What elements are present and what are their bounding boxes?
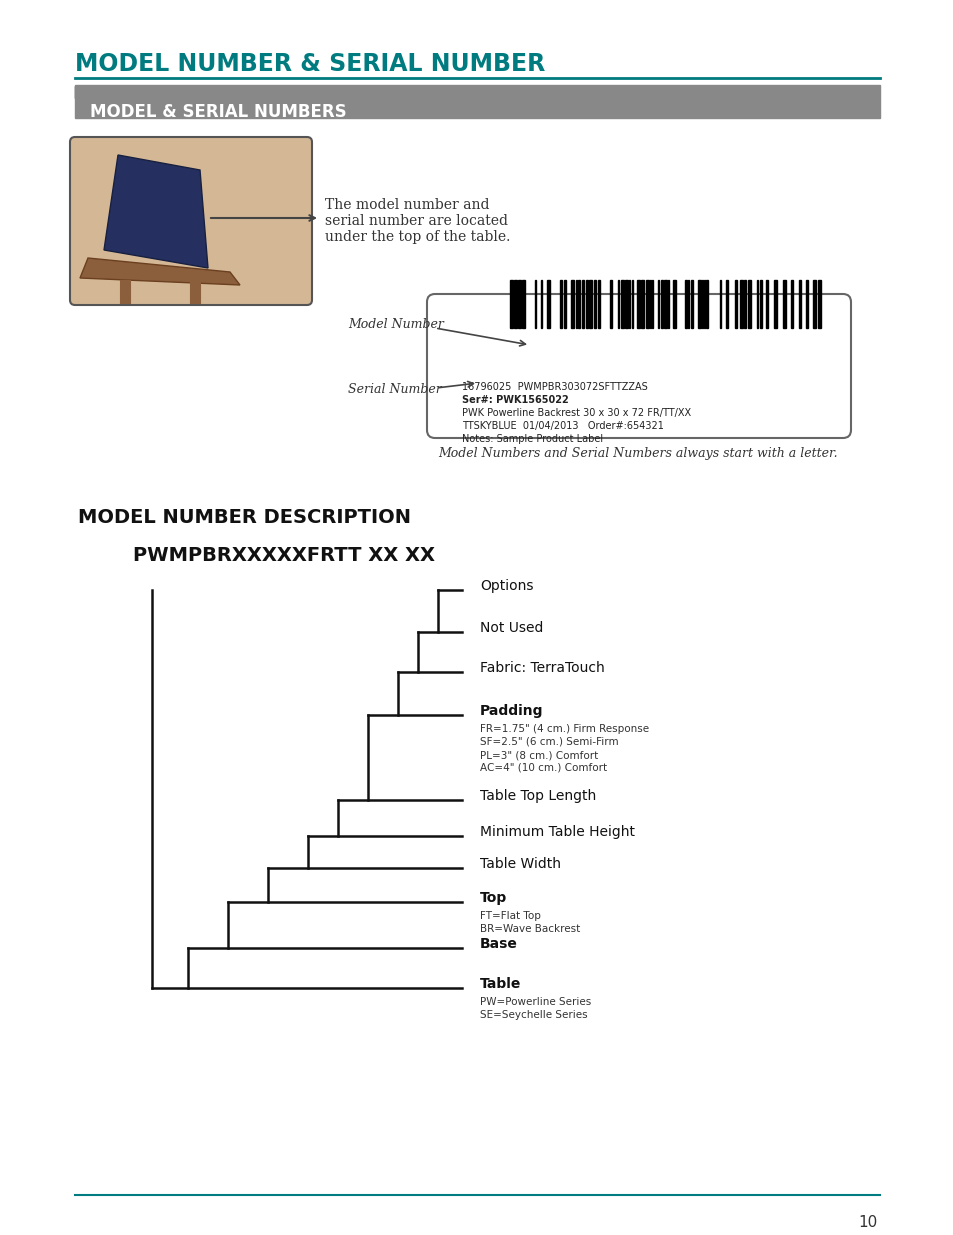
Text: BR=Wave Backrest: BR=Wave Backrest (479, 924, 579, 934)
Bar (701, 280, 702, 329)
Text: SE=Seychelle Series: SE=Seychelle Series (479, 1010, 587, 1020)
Bar (585, 280, 587, 329)
Bar (658, 280, 659, 329)
Bar (812, 280, 815, 329)
Bar (687, 280, 688, 329)
Text: Model Numbers and Serial Numbers always start with a letter.: Model Numbers and Serial Numbers always … (437, 447, 837, 459)
Text: Minimum Table Height: Minimum Table Height (479, 825, 635, 839)
Text: Options: Options (479, 579, 533, 593)
Bar (594, 280, 596, 329)
Bar (609, 280, 612, 329)
Bar (540, 280, 541, 329)
Bar (705, 280, 707, 329)
Text: Top: Top (479, 890, 507, 905)
Bar (698, 280, 700, 329)
Bar (740, 280, 742, 329)
Bar (645, 280, 648, 329)
Text: Notes: Sample Product Label: Notes: Sample Product Label (461, 433, 602, 445)
Bar (559, 280, 561, 329)
Bar (521, 280, 524, 329)
Text: Model Number: Model Number (348, 317, 443, 331)
Bar (581, 280, 583, 329)
Bar (782, 280, 785, 329)
Bar (651, 280, 652, 329)
Bar (624, 280, 627, 329)
Bar (760, 280, 761, 329)
Bar (725, 280, 727, 329)
Bar (514, 280, 517, 329)
Text: Table Top Length: Table Top Length (479, 789, 596, 803)
Text: PL=3" (8 cm.) Comfort: PL=3" (8 cm.) Comfort (479, 750, 598, 760)
Bar (703, 280, 704, 329)
Text: PWK Powerline Backrest 30 x 30 x 72 FR/TT/XX: PWK Powerline Backrest 30 x 30 x 72 FR/T… (461, 408, 690, 417)
Bar (765, 280, 767, 329)
Text: AC=4" (10 cm.) Comfort: AC=4" (10 cm.) Comfort (479, 763, 606, 773)
Bar (672, 280, 676, 329)
Bar (747, 280, 750, 329)
Text: Fabric: TerraTouch: Fabric: TerraTouch (479, 661, 604, 676)
Bar (790, 280, 792, 329)
Bar (663, 280, 666, 329)
Text: FT=Flat Top: FT=Flat Top (479, 911, 540, 921)
Bar (660, 280, 662, 329)
Bar (576, 280, 577, 329)
Bar (546, 280, 550, 329)
Bar (690, 280, 692, 329)
Bar (588, 280, 592, 329)
Text: Base: Base (479, 937, 517, 951)
Polygon shape (104, 156, 208, 268)
Text: MODEL NUMBER DESCRIPTION: MODEL NUMBER DESCRIPTION (78, 508, 411, 527)
Bar (628, 280, 629, 329)
Bar (620, 280, 623, 329)
Text: Serial Number: Serial Number (348, 383, 441, 396)
Bar (535, 280, 536, 329)
Text: SF=2.5" (6 cm.) Semi-Firm: SF=2.5" (6 cm.) Semi-Firm (479, 737, 618, 747)
Bar (799, 280, 801, 329)
Bar (773, 280, 776, 329)
Bar (649, 280, 650, 329)
Text: Table: Table (479, 977, 521, 990)
Bar (743, 280, 745, 329)
Bar (734, 280, 737, 329)
Text: PWMPBRXXXXXFRTT XX XX: PWMPBRXXXXXFRTT XX XX (132, 546, 435, 564)
Bar (640, 280, 643, 329)
Text: The model number and
serial number are located
under the top of the table.: The model number and serial number are l… (325, 198, 510, 245)
Bar (563, 280, 565, 329)
Bar (805, 280, 807, 329)
Bar (684, 280, 686, 329)
Bar (631, 280, 633, 329)
Bar (571, 280, 574, 329)
Text: Padding: Padding (479, 704, 543, 718)
Text: MODEL NUMBER & SERIAL NUMBER: MODEL NUMBER & SERIAL NUMBER (75, 52, 545, 77)
FancyBboxPatch shape (70, 137, 312, 305)
Polygon shape (80, 258, 240, 285)
FancyBboxPatch shape (427, 294, 850, 438)
Text: FR=1.75" (4 cm.) Firm Response: FR=1.75" (4 cm.) Firm Response (479, 724, 648, 734)
Bar (757, 280, 758, 329)
Text: 16796025  PWMPBR303072SFTТZZAS: 16796025 PWMPBR303072SFTТZZAS (461, 382, 647, 391)
Bar (517, 280, 520, 329)
Text: Ser#: PWK1565022: Ser#: PWK1565022 (461, 395, 568, 405)
Bar (510, 280, 513, 329)
Bar (578, 280, 579, 329)
Text: 10: 10 (858, 1215, 877, 1230)
Text: Not Used: Not Used (479, 621, 543, 635)
Bar (637, 280, 639, 329)
Bar (817, 280, 821, 329)
Text: MODEL & SERIAL NUMBERS: MODEL & SERIAL NUMBERS (90, 103, 346, 121)
Text: TTSKYBLUE  01/04/2013   Order#:654321: TTSKYBLUE 01/04/2013 Order#:654321 (461, 421, 663, 431)
Bar (598, 280, 599, 329)
Bar (75, 86, 274, 98)
Text: PW=Powerline Series: PW=Powerline Series (479, 997, 591, 1007)
Text: Table Width: Table Width (479, 857, 560, 871)
Bar (667, 280, 668, 329)
Bar (75, 85, 879, 119)
